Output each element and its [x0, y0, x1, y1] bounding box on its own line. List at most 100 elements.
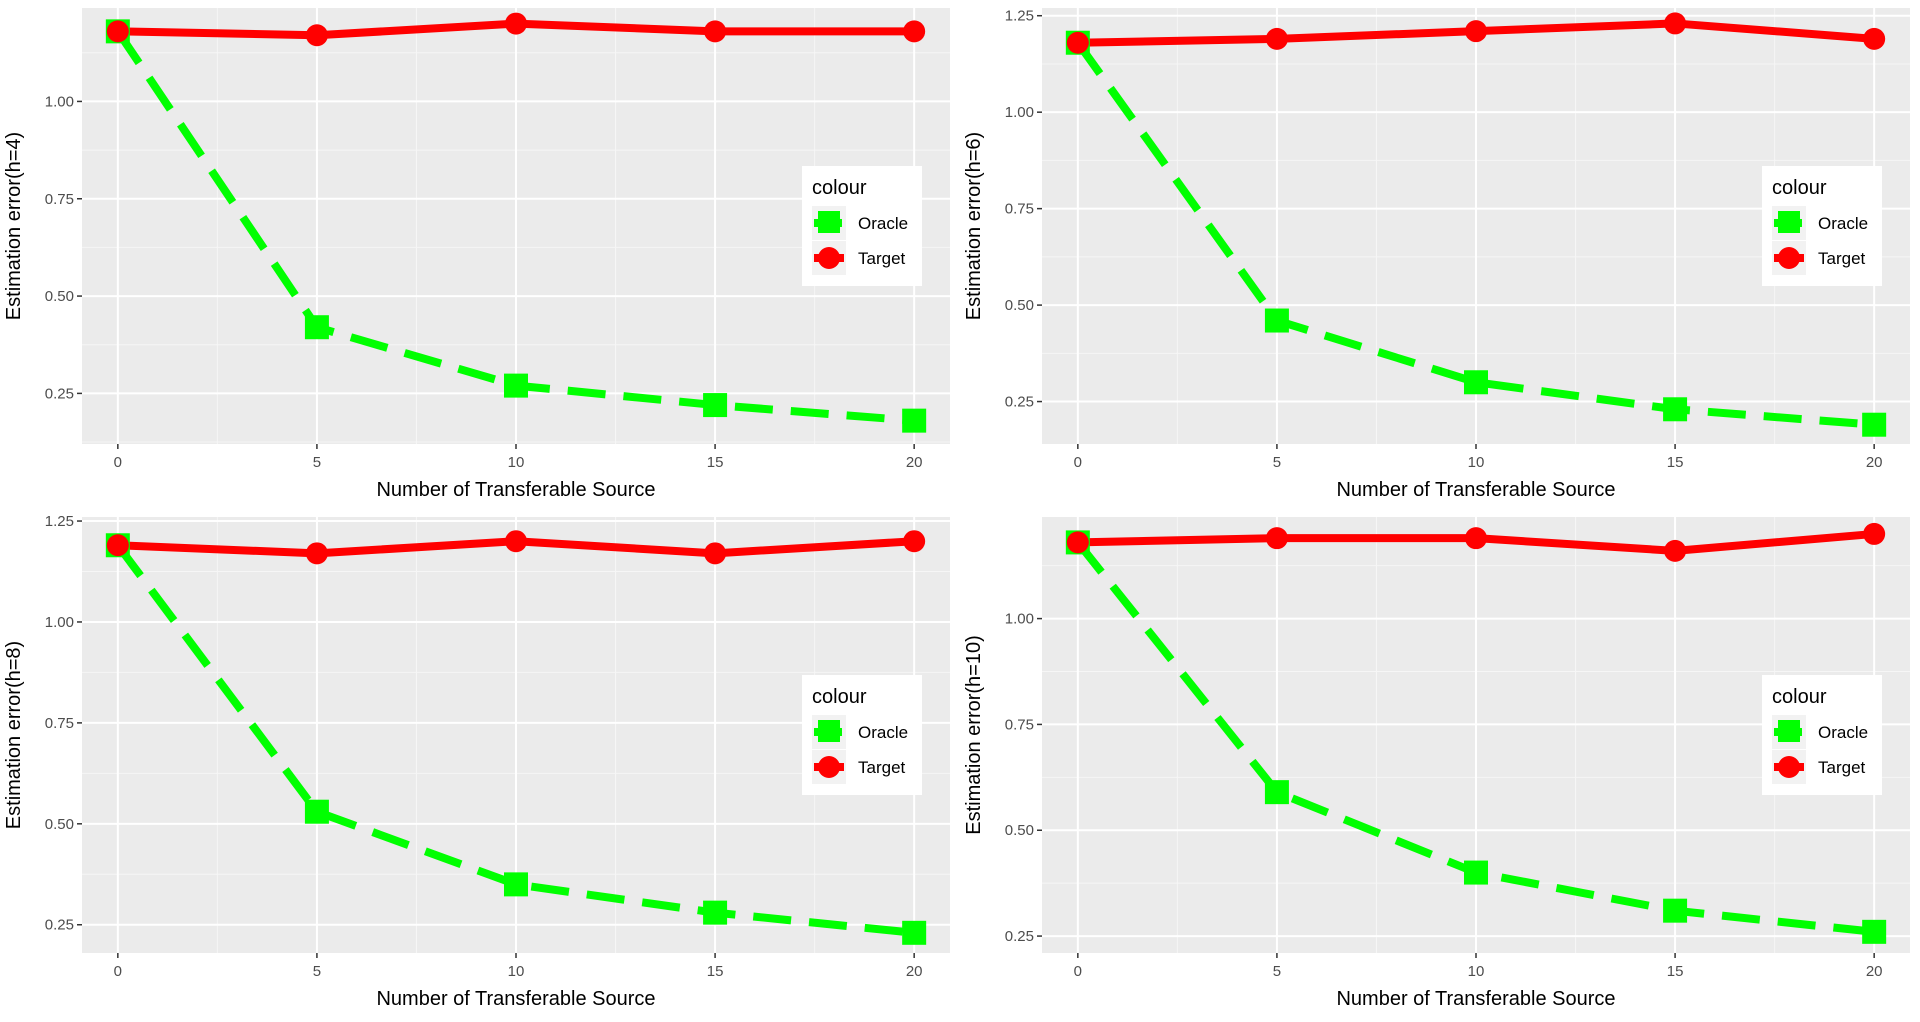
chart-2-xtick-label-5: 5 — [1273, 454, 1281, 471]
chart-4-point-target-0 — [1066, 531, 1089, 554]
chart-1-point-target-5 — [305, 24, 328, 47]
chart-2-xlabel: Number of Transferable Source — [1336, 479, 1615, 501]
chart-1-point-oracle-15 — [703, 393, 728, 418]
chart-2-point-oracle-10 — [1464, 370, 1488, 395]
chart-1-point-oracle-5 — [304, 315, 329, 340]
chart-4-point-target-20 — [1863, 522, 1886, 545]
chart-2-ylabel: Estimation error(h=6) — [963, 132, 985, 320]
chart-4-xlabel: Number of Transferable Source — [1336, 988, 1615, 1010]
chart-2-ytick-label: 1.25 — [1005, 8, 1034, 25]
chart-3-legend-title: colour — [812, 686, 867, 708]
chart-4-legend-title: colour — [1772, 686, 1827, 708]
chart-1-point-oracle-10 — [504, 373, 528, 398]
chart-4-ylabel: Estimation error(h=10) — [963, 635, 985, 835]
chart-3-xtick-label-0: 0 — [114, 963, 122, 980]
chart-4-ytick-label: 1.00 — [1005, 611, 1034, 628]
chart-1-legend-title: colour — [812, 177, 867, 199]
chart-2-point-oracle-15 — [1663, 397, 1688, 422]
chart-2-legend-title: colour — [1772, 177, 1827, 199]
chart-3-legend-entry-oracle: Oracle — [858, 723, 908, 742]
chart-3-xtick-label-5: 5 — [313, 963, 321, 980]
chart-2-point-target-10 — [1465, 20, 1487, 43]
chart-3-ytick-label: 0.25 — [45, 917, 74, 934]
chart-2-legend-entry-target: Target — [1818, 249, 1866, 268]
chart-3-point-target-20 — [903, 530, 926, 553]
chart-4-ytick-label: 0.75 — [1005, 716, 1034, 733]
chart-3-legend-entry-target: Target — [858, 758, 906, 777]
chart-3-legend-key-marker-oracle — [818, 720, 840, 742]
chart-3-xtick-label-10: 10 — [508, 963, 525, 980]
chart-3-point-target-10 — [505, 530, 527, 553]
chart-3-ytick-label: 1.00 — [45, 614, 74, 631]
chart-2-point-oracle-5 — [1264, 308, 1289, 333]
chart-3-legend: colour Oracle Target — [802, 675, 922, 795]
chart-4-ytick-label: 0.50 — [1005, 822, 1034, 839]
chart-3-xtick-label-15: 15 — [707, 963, 724, 980]
chart-4-point-oracle-15 — [1663, 898, 1688, 923]
chart-1: 0 5 10 15 20 0.25 0.50 0.75 1.00 Number of Transf… — [3, 8, 950, 501]
chart-3-point-target-0 — [106, 534, 129, 557]
chart-1-legend-entry-oracle: Oracle — [858, 214, 908, 233]
chart-3-xlabel: Number of Transferable Source — [376, 988, 655, 1010]
chart-1-ytick-label: 0.75 — [45, 191, 74, 208]
chart-2-legend-entry-oracle: Oracle — [1818, 214, 1868, 233]
chart-1-legend-key-marker-target — [818, 247, 840, 269]
chart-3-point-target-15 — [704, 542, 727, 565]
chart-3-ytick-label: 0.50 — [45, 816, 74, 833]
chart-4-legend-entry-target: Target — [1818, 758, 1866, 777]
chart-1-ylabel: Estimation error(h=4) — [3, 132, 25, 320]
chart-1-ytick-label: 0.50 — [45, 288, 74, 305]
chart-2-point-target-0 — [1066, 31, 1089, 54]
chart-4-xtick-label-0: 0 — [1074, 963, 1082, 980]
chart-3-legend-key-marker-target — [818, 756, 840, 778]
chart-1-point-oracle-20 — [902, 408, 927, 433]
chart-1-point-target-20 — [903, 20, 926, 43]
chart-2-xtick-label-20: 20 — [1866, 454, 1883, 471]
chart-4-point-target-10 — [1465, 527, 1487, 550]
chart-4-legend-key-marker-target — [1778, 756, 1800, 778]
chart-4-point-target-5 — [1265, 527, 1288, 550]
chart-3-line-oracle — [114, 542, 915, 937]
chart-2-ytick-label: 0.75 — [1005, 201, 1034, 218]
chart-3-xtick-label-20: 20 — [906, 963, 923, 980]
chart-2-point-target-20 — [1863, 27, 1886, 50]
chart-2: 0 5 10 15 20 0.25 0.50 0.75 1.00 1.25 Number of Tr… — [963, 8, 1910, 501]
chart-4-legend-key-marker-oracle — [1778, 720, 1800, 742]
chart-1-ytick-label: 0.25 — [45, 385, 74, 402]
chart-1-xtick-label-5: 5 — [313, 454, 321, 471]
chart-1-xlabel: Number of Transferable Source — [376, 479, 655, 501]
chart-3-point-oracle-15 — [703, 900, 728, 925]
chart-1-ytick-label: 1.00 — [45, 93, 74, 110]
chart-2-xtick-label-15: 15 — [1667, 454, 1684, 471]
chart-2-legend-key-marker-oracle — [1778, 211, 1800, 233]
chart-3-point-oracle-20 — [902, 920, 927, 945]
chart-1-point-target-10 — [505, 12, 527, 35]
chart-2-ytick-label: 1.00 — [1005, 104, 1034, 121]
chart-2-ytick-label: 0.50 — [1005, 297, 1034, 314]
chart-1-xtick-label-10: 10 — [508, 454, 525, 471]
chart-2-ytick-label: 0.25 — [1005, 394, 1034, 411]
chart-2-legend: colour Oracle Target — [1762, 166, 1882, 286]
chart-2-line-oracle — [1074, 40, 1875, 429]
chart-4-point-oracle-5 — [1264, 780, 1289, 805]
chart-3-point-target-5 — [305, 542, 328, 565]
chart-3: 0 5 10 15 20 0.25 0.50 0.75 1.00 1.25 Number of Tr… — [3, 513, 950, 1010]
chart-4: 0 5 10 15 20 0.25 0.50 0.75 1.00 Number of Transf… — [963, 517, 1910, 1010]
chart-4-point-oracle-20 — [1862, 919, 1887, 944]
chart-4-point-oracle-10 — [1464, 860, 1488, 885]
chart-1-legend-key-marker-oracle — [818, 211, 840, 233]
chart-3-point-oracle-10 — [504, 872, 528, 897]
chart-3-ytick-label: 0.75 — [45, 715, 74, 732]
chart-2-legend-key-marker-target — [1778, 247, 1800, 269]
chart-4-legend: colour Oracle Target — [1762, 675, 1882, 795]
chart-4-xtick-label-20: 20 — [1866, 963, 1883, 980]
chart-1-legend-entry-target: Target — [858, 249, 906, 268]
chart-4-legend-entry-oracle: Oracle — [1818, 723, 1868, 742]
chart-4-xtick-label-10: 10 — [1468, 963, 1485, 980]
chart-1-legend: colour Oracle Target — [802, 166, 922, 286]
chart-2-point-oracle-20 — [1862, 412, 1887, 437]
chart-4-point-target-15 — [1664, 539, 1687, 562]
chart-3-ylabel: Estimation error(h=8) — [3, 641, 25, 829]
chart-1-point-target-0 — [106, 20, 129, 43]
